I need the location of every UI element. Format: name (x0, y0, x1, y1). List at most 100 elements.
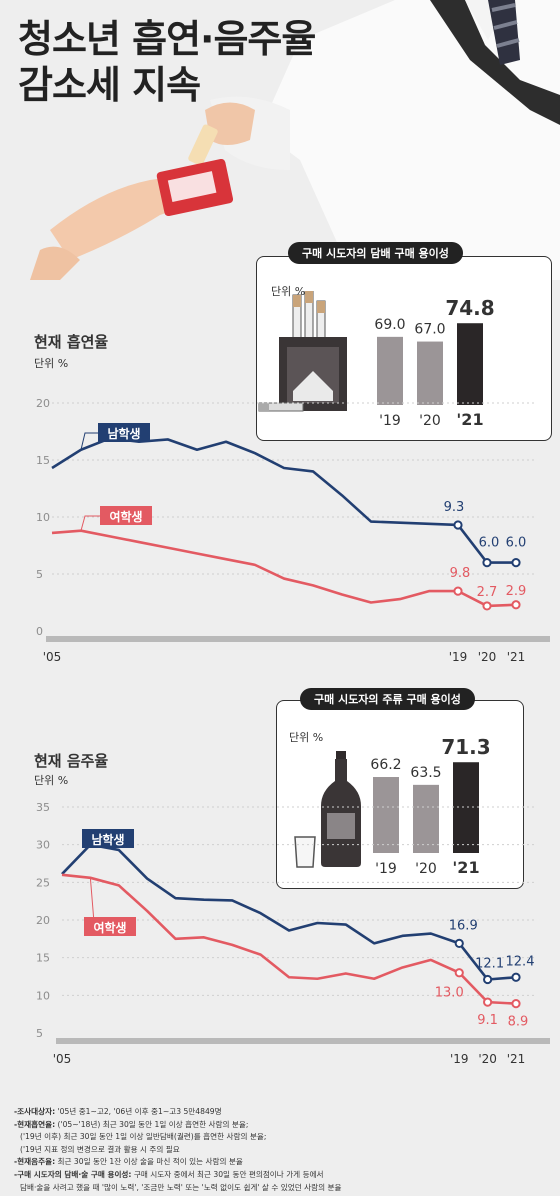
smoking-inset: 단위 % 69.0'19 67.0'20 74.8'21 (256, 256, 552, 441)
smoking-chart-title: 현재 흡연율 (34, 333, 109, 351)
x-tick-label: '19 (450, 1052, 469, 1066)
bar-value-label: 74.8 (445, 296, 494, 320)
y-tick-label: 15 (36, 454, 50, 467)
bar-value-label: 66.2 (370, 757, 401, 773)
series-line-boys (61, 843, 517, 981)
y-tick-label: 25 (36, 876, 50, 889)
legend-tag (100, 506, 152, 525)
bar (377, 336, 403, 405)
data-label: 16.9 (449, 918, 478, 933)
smoking-line-chart: 0 5 10 15 20 '05 '19 '20 '21 9.3 6.0 6.0 남학생 9.8 2.7 2.… (36, 397, 550, 664)
bar-category-label: '19 (375, 861, 397, 873)
drinking-line-chart: 5 10 15 20 25 30 35 '05 '19 '20 '21 16.9 12.1 12.4 남학생… (36, 801, 550, 1066)
data-point (511, 999, 521, 1009)
data-point (454, 938, 464, 948)
bar-category-label: '20 (415, 861, 437, 873)
data-point (453, 520, 463, 530)
y-tick-label: 10 (36, 989, 50, 1002)
data-point (482, 558, 492, 568)
drinking-chart-title: 현재 음주율 (34, 752, 109, 770)
soju-bottle-icon (294, 751, 361, 868)
bar-value-label: 63.5 (410, 765, 441, 781)
y-tick-label: 5 (36, 568, 43, 581)
legend-tag (84, 917, 136, 936)
smoking-bar-chart: 69.0 '19 67.0 '20 74.8 '21 (374, 296, 494, 425)
footnote-line: ('19년 지표 정의 변경으로 결과 활용 시 주의 필요 (20, 1144, 180, 1154)
data-label: 9.8 (450, 566, 471, 581)
data-label: 9.1 (477, 1013, 498, 1028)
footnote-line: -조사대상자: '05년 중1~고2, '06년 이후 중1~고3 5만4849… (14, 1107, 222, 1116)
bar-value-label: 67.0 (414, 322, 445, 338)
data-point (482, 601, 492, 611)
data-point (511, 558, 521, 568)
data-point (511, 972, 521, 982)
data-label: 8.9 (508, 1015, 529, 1030)
y-tick-label: 20 (36, 397, 50, 410)
legend-label-boys: 남학생 (107, 426, 140, 441)
x-axis-band (46, 636, 550, 642)
drinking-inset: 단위 % 66.2 '19 63.5 '20 71.3 '21 (276, 700, 524, 889)
data-point (454, 968, 464, 978)
legend-tag (82, 829, 134, 848)
drinking-inset-title: 구매 시도자의 주류 구매 용이성 (300, 688, 475, 710)
bar (457, 323, 483, 405)
x-tick-label: '19 (449, 650, 468, 664)
y-tick-label: 10 (36, 511, 50, 524)
footnote-line: ('19년 이후) 최근 30일 동안 1일 이상 일반담배(궐련)를 흡연한 … (20, 1132, 267, 1142)
drinking-bar-chart: 66.2 '19 63.5 '20 71.3 '21 (370, 735, 490, 873)
legend-label-girls: 여학생 (109, 509, 142, 524)
x-tick-label: '21 (507, 1052, 526, 1066)
x-tick-label: '21 (507, 650, 526, 664)
x-tick-label: '20 (478, 1052, 497, 1066)
y-tick-label: 15 (36, 952, 50, 965)
smoking-inset-title: 구매 시도자의 담배 구매 용이성 (288, 242, 463, 264)
bar-category-label: '19 (379, 413, 401, 425)
bar-category-label: '21 (452, 858, 479, 873)
hero-illustration (30, 0, 560, 280)
data-label: 2.9 (506, 584, 527, 599)
data-label: 6.0 (479, 536, 500, 551)
x-axis-band (56, 1038, 550, 1044)
y-tick-label: 35 (36, 801, 50, 814)
y-tick-label: 20 (36, 914, 50, 927)
bar (373, 777, 399, 853)
bar (453, 762, 479, 853)
legend-leader (80, 432, 98, 450)
x-tick-label: '05 (43, 650, 62, 664)
legend-leader (80, 515, 100, 531)
footnote-line: -구매 시도자의 담배·술 구매 용이성: 구매 시도자 중에서 최근 30일 … (14, 1169, 324, 1179)
legend-tag (98, 423, 150, 442)
drinking-chart-unit: 단위 % (34, 774, 69, 787)
bar-category-label: '21 (456, 410, 483, 425)
data-point (483, 974, 493, 985)
y-tick-label: 5 (36, 1027, 43, 1040)
data-label: 6.0 (506, 536, 527, 551)
series-line-girls (51, 529, 517, 608)
data-label: 2.7 (477, 585, 498, 600)
drinking-inset-unit: 단위 % (289, 731, 324, 744)
x-tick-label: '05 (53, 1052, 72, 1066)
footnote-line: 담배·술을 사려고 했을 때 '많이 노력', '조금만 노력' 또는 '노력 … (20, 1182, 342, 1192)
smoking-chart-unit: 단위 % (34, 357, 69, 370)
headline-line1: 청소년 흡연·음주율 (18, 17, 316, 61)
bar (417, 341, 443, 405)
headline-line2: 감소세 지속 (18, 63, 201, 107)
data-label: 13.0 (435, 986, 464, 1001)
bar-value-label: 71.3 (441, 735, 490, 759)
bar-category-label: '20 (419, 413, 441, 425)
legend-label-girls: 여학생 (93, 920, 126, 935)
y-tick-label: 30 (36, 839, 50, 852)
footnote-line: -현재음주율: 최근 30일 동안 1잔 이상 술을 마신 적이 있는 사람의 … (14, 1157, 243, 1167)
footnotes: -조사대상자: '05년 중1~고2, '06년 이후 중1~고3 5만4849… (14, 1106, 550, 1194)
bar-value-label: 69.0 (374, 317, 405, 333)
data-point (511, 600, 521, 610)
data-point (453, 586, 463, 596)
footnote-line: -현재흡연율: ('05~'18년) 최근 30일 동안 1일 이상 흡연한 사… (14, 1119, 249, 1129)
headline: 청소년 흡연·음주율 감소세 지속 (18, 16, 316, 108)
bar (413, 784, 439, 853)
data-point (483, 997, 493, 1007)
x-tick-label: '20 (478, 650, 497, 664)
data-label: 9.3 (444, 500, 465, 515)
legend-label-boys: 남학생 (91, 832, 124, 847)
